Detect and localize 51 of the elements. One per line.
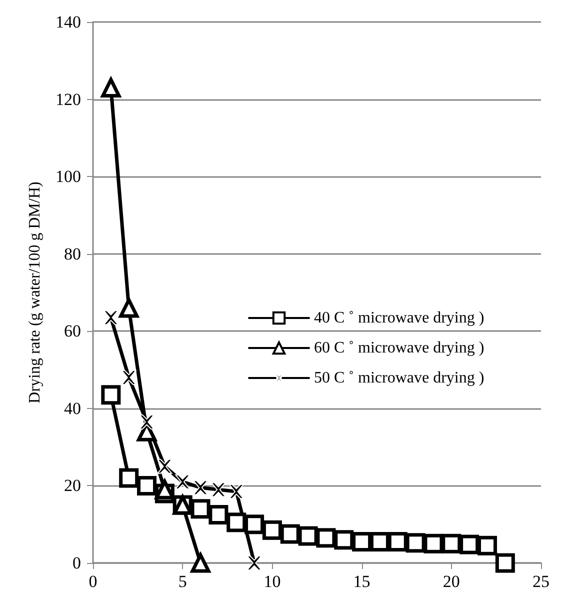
x-tick-label: 5 xyxy=(178,572,187,591)
point xyxy=(334,530,354,550)
point xyxy=(424,534,444,554)
point xyxy=(262,520,282,540)
point xyxy=(495,553,515,573)
point xyxy=(298,526,318,546)
point xyxy=(175,474,190,490)
point xyxy=(226,512,246,532)
legend-label: 40 C ˚ microwave drying ) xyxy=(314,310,484,326)
point xyxy=(137,476,157,496)
x-tick-label: 20 xyxy=(442,572,460,591)
point xyxy=(103,310,118,326)
point xyxy=(157,458,172,474)
point xyxy=(477,536,497,556)
y-tick-label: 0 xyxy=(72,554,81,572)
point xyxy=(280,524,300,544)
point xyxy=(190,553,210,573)
y-tick-label: 140 xyxy=(56,12,81,32)
point xyxy=(246,556,262,570)
y-tick-label: 80 xyxy=(64,244,81,264)
point xyxy=(139,414,154,430)
point xyxy=(352,532,372,552)
point xyxy=(388,532,408,552)
legend-label: 60 C ˚ microwave drying ) xyxy=(314,340,484,356)
x-tick-label: 10 xyxy=(264,572,281,591)
y-tick-label: 60 xyxy=(64,322,81,341)
x-tick-label: 25 xyxy=(532,572,550,591)
point xyxy=(190,499,210,519)
point xyxy=(210,482,226,498)
point xyxy=(228,484,244,500)
point xyxy=(193,480,208,496)
point xyxy=(460,534,480,554)
y-tick-label: 100 xyxy=(56,167,81,186)
y-tick-label: 20 xyxy=(64,476,81,496)
point xyxy=(406,533,426,553)
point xyxy=(101,385,121,405)
point xyxy=(244,514,264,534)
point xyxy=(316,528,336,548)
point xyxy=(370,532,390,552)
legend-label: 50 C ˚ microwave drying ) xyxy=(314,370,484,386)
point xyxy=(101,78,121,98)
point xyxy=(208,504,228,524)
x-tick-label: 15 xyxy=(353,572,370,591)
point xyxy=(121,370,136,386)
y-tick-label: 40 xyxy=(64,398,81,418)
point xyxy=(442,534,462,554)
y-tick-label: 120 xyxy=(56,90,81,109)
point xyxy=(119,298,139,318)
point xyxy=(119,468,139,488)
x-tick-label: 0 xyxy=(88,572,98,591)
y-axis-title: Drying rate (g water/100 g DM/H) xyxy=(26,182,44,404)
